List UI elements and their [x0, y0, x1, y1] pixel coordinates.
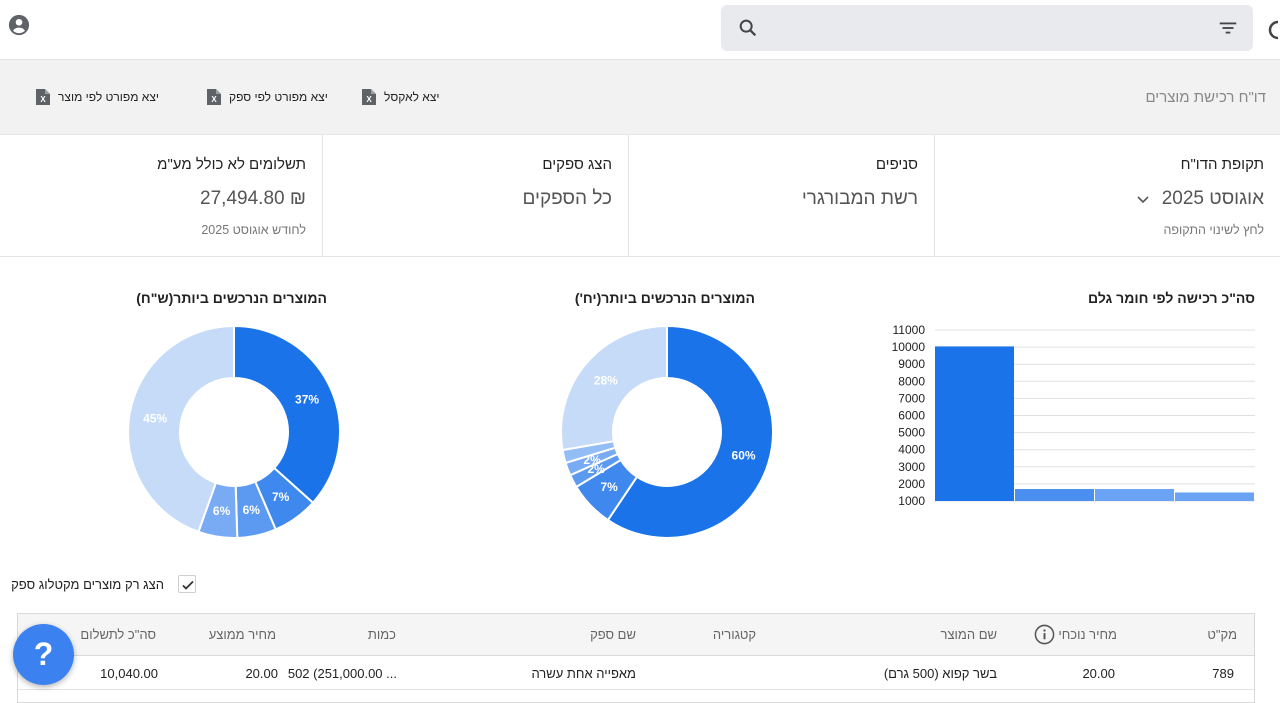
export-excel-button[interactable]: X יצא לאקסל — [362, 88, 439, 105]
top-bar — [0, 0, 1280, 60]
y-tick-label: 11000 — [893, 323, 926, 337]
branches-value[interactable]: רשת המבורגרי — [801, 188, 918, 209]
donut-money-title: המוצרים הנרכשים ביותר(ש"ח) — [136, 290, 327, 306]
divider — [322, 135, 323, 257]
divider — [934, 135, 935, 257]
suppliers-value[interactable]: כל הספקים — [522, 188, 613, 209]
col-quantity[interactable]: כמות — [367, 627, 396, 642]
export-by-product-label: יצא מפורט לפי מוצר — [58, 89, 159, 104]
slice-label: 7% — [600, 480, 618, 494]
cell-product-name: בשר קפוא (500 גרם) — [883, 666, 997, 681]
search-icon[interactable] — [737, 17, 759, 39]
slice-label: 7% — [272, 490, 290, 504]
help-button[interactable]: ? — [13, 624, 74, 685]
cell-supplier: מאפייה אחת עשרה — [531, 666, 636, 681]
y-tick-label: 7000 — [898, 391, 925, 405]
cell-total: 10,040.00 — [100, 666, 158, 681]
period-card[interactable]: תקופת הדו"ח אוגוסט 2025 לחץ לשינוי התקופ… — [935, 135, 1280, 257]
svg-text:X: X — [40, 95, 46, 104]
y-tick-label: 9000 — [898, 357, 925, 371]
donut-units-title: המוצרים הנרכשים ביותר(יח') — [574, 290, 755, 306]
table-header: מק"ט מחיר נוכחי שם המוצר קטגוריה שם ספק … — [18, 614, 1254, 656]
y-tick-label: 1000 — [898, 494, 925, 508]
donut-slice[interactable] — [560, 324, 668, 452]
suppliers-label: הצג ספקים — [542, 156, 612, 173]
cell-sku: 789 — [1212, 666, 1234, 681]
col-total[interactable]: סה"כ לתשלום — [80, 627, 156, 642]
col-avg-price[interactable]: מחיר ממוצע — [208, 627, 276, 642]
payments-period: לחודש אוגוסט 2025 — [201, 223, 306, 237]
y-tick-label: 6000 — [898, 409, 925, 423]
check-icon — [182, 580, 194, 590]
row-divider — [18, 689, 1254, 690]
help-label: ? — [33, 636, 54, 672]
y-tick-label: 3000 — [898, 460, 925, 474]
catalog-filter-label: הצג רק מוצרים מקטלוג ספק — [11, 576, 164, 592]
svg-text:X: X — [366, 95, 372, 104]
summary-strip: תקופת הדו"ח אוגוסט 2025 לחץ לשינוי התקופ… — [0, 135, 1280, 257]
catalog-filter-checkbox[interactable] — [178, 575, 196, 593]
cell-avg-price: 20.00 — [245, 666, 278, 681]
donut-slice[interactable] — [606, 324, 774, 539]
export-by-supplier-button[interactable]: X יצא מפורט לפי ספק — [207, 88, 328, 105]
catalog-filter[interactable]: הצג רק מוצרים מקטלוג ספק — [11, 575, 196, 593]
period-selector[interactable]: אוגוסט 2025 — [1136, 188, 1264, 210]
cell-current-price: 20.00 — [1082, 666, 1115, 681]
payments-label: תשלומים לא כולל מע"מ — [157, 156, 306, 173]
excel-file-icon: X — [207, 89, 221, 105]
search-input[interactable] — [771, 13, 1191, 43]
bar[interactable] — [1175, 492, 1254, 501]
branches-label: סניפים — [875, 156, 918, 173]
col-sku[interactable]: מק"ט — [1207, 627, 1237, 642]
suppliers-card[interactable]: הצג ספקים כל הספקים — [323, 135, 628, 257]
cell-quantity: 502 (251,000.00 ... — [287, 666, 397, 681]
report-toolbar: דו"ח רכישת מוצרים X יצא לאקסל X יצא מפור… — [0, 60, 1280, 135]
slice-label: 60% — [732, 448, 756, 462]
divider — [628, 135, 629, 257]
bar-chart: 1000 2000 3000 4000 5000 6000 7000 8000 9000 1000… — [892, 323, 1255, 508]
col-current-price[interactable]: מחיר נוכחי — [1058, 627, 1117, 642]
y-tick-label: 8000 — [898, 374, 925, 388]
slice-label: 28% — [594, 373, 618, 387]
info-icon[interactable] — [1034, 624, 1055, 645]
donut-slice[interactable] — [233, 324, 341, 505]
export-by-supplier-label: יצא מפורט לפי ספק — [229, 89, 328, 104]
bar-chart-title: סה"כ רכישה לפי חומר גלם — [1088, 290, 1255, 306]
excel-file-icon: X — [36, 89, 50, 105]
donut-chart-money: 37% 7% 6% 6% 45% — [127, 324, 341, 539]
donut-slice[interactable] — [127, 324, 235, 534]
filter-icon[interactable] — [1217, 17, 1239, 39]
search-bar — [721, 5, 1253, 51]
bar[interactable] — [1015, 489, 1094, 501]
col-product-name[interactable]: שם המוצר — [940, 627, 998, 642]
excel-file-icon: X — [362, 89, 376, 105]
period-value: אוגוסט 2025 — [1161, 188, 1264, 209]
chevron-down-icon — [1137, 196, 1150, 204]
payments-card: תשלומים לא כולל מע"מ ₪ 27,494.80 לחודש א… — [0, 135, 322, 257]
y-tick-label: 4000 — [898, 443, 925, 457]
col-category[interactable]: קטגוריה — [712, 627, 756, 642]
page-title: דו"ח רכישת מוצרים — [1145, 89, 1266, 106]
partial-icon[interactable] — [1268, 16, 1280, 42]
y-tick-label: 2000 — [898, 477, 925, 491]
slice-label: 6% — [243, 503, 261, 517]
branches-card[interactable]: סניפים רשת המבורגרי — [629, 135, 934, 257]
products-table: מק"ט מחיר נוכחי שם המוצר קטגוריה שם ספק … — [17, 613, 1255, 703]
slice-label: 45% — [143, 411, 167, 425]
svg-text:X: X — [211, 95, 217, 104]
account-circle-icon[interactable] — [8, 14, 30, 36]
slice-label: 6% — [213, 504, 231, 518]
slice-label: 37% — [295, 392, 319, 406]
payments-value: ₪ 27,494.80 — [200, 188, 306, 209]
export-excel-label: יצא לאקסל — [384, 89, 440, 104]
y-tick-label: 10000 — [892, 340, 926, 354]
period-label: תקופת הדו"ח — [1180, 156, 1264, 173]
bar[interactable] — [935, 346, 1014, 501]
export-by-product-button[interactable]: X יצא מפורט לפי מוצר — [36, 88, 159, 105]
col-supplier[interactable]: שם ספק — [590, 627, 636, 642]
period-hint: לחץ לשינוי התקופה — [1163, 223, 1264, 237]
y-tick-label: 5000 — [898, 426, 925, 440]
donut-chart-units: 60%7%2%2%28% — [560, 324, 774, 539]
bar[interactable] — [1095, 489, 1174, 501]
